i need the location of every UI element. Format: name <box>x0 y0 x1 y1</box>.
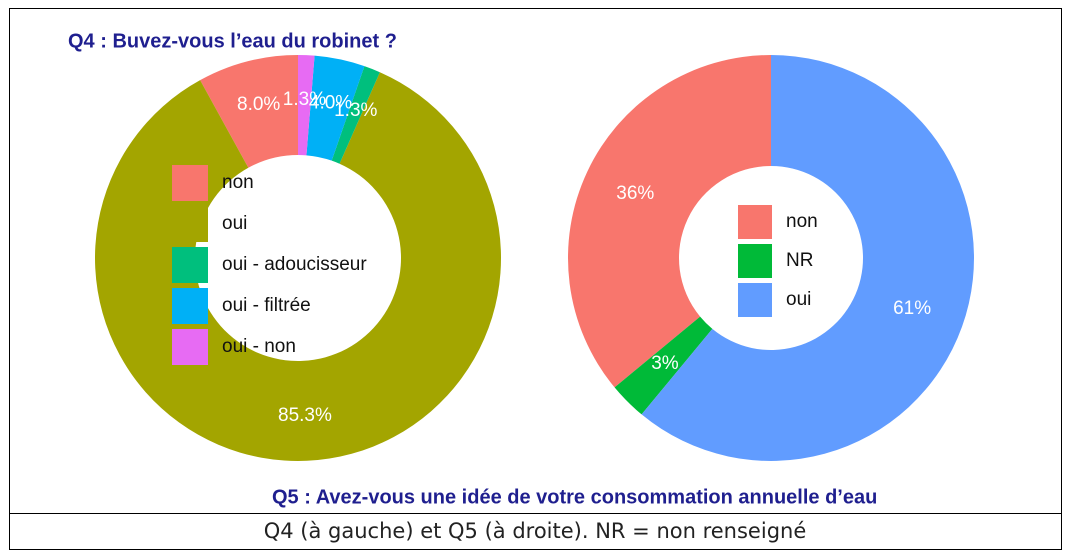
value-label: 8.0% <box>237 94 280 115</box>
donut-slice <box>331 66 380 164</box>
donut-slice <box>200 55 298 168</box>
donut-slice <box>567 55 771 388</box>
legend-label: oui - adoucisseur <box>222 254 367 275</box>
value-label: 36% <box>616 183 654 204</box>
donut-slice <box>641 55 974 462</box>
legend-label: NR <box>786 250 813 271</box>
donut-slice <box>614 316 713 415</box>
legend-key <box>172 329 208 365</box>
frame <box>9 8 1062 550</box>
chart-title: Q4 : Buvez-vous l’eau du robinet ? <box>68 30 397 52</box>
chart-title: Q5 : Avez-vous une idée de votre consomm… <box>272 486 877 508</box>
legend-label: non <box>222 172 254 193</box>
legend-key <box>172 165 208 201</box>
legend-key <box>738 244 772 278</box>
legend-key <box>738 283 772 317</box>
donut-slice <box>306 55 365 161</box>
legend-key <box>738 205 772 239</box>
value-label: 61% <box>893 298 931 319</box>
value-label: 85.3% <box>278 405 332 426</box>
legend-key <box>172 288 208 324</box>
value-label: 4.0% <box>309 92 352 113</box>
legend-key <box>172 206 208 242</box>
legend-label: oui <box>222 213 247 234</box>
legend-label: oui - non <box>222 336 296 357</box>
legend-label: non <box>786 211 818 232</box>
caption: Q4 (à gauche) et Q5 (à droite). NR = non… <box>264 519 807 543</box>
legend-label: oui - filtrée <box>222 295 311 316</box>
donut-slice <box>298 55 315 156</box>
legend-key <box>172 247 208 283</box>
value-label: 3% <box>651 353 679 374</box>
value-label: 1.3% <box>283 89 326 110</box>
plots: 8.0% 85.3% 1.3%4.0%1.3% non oui oui - adoucis… <box>68 30 974 508</box>
legend-label: oui <box>786 289 811 310</box>
value-label: 1.3% <box>334 100 377 121</box>
